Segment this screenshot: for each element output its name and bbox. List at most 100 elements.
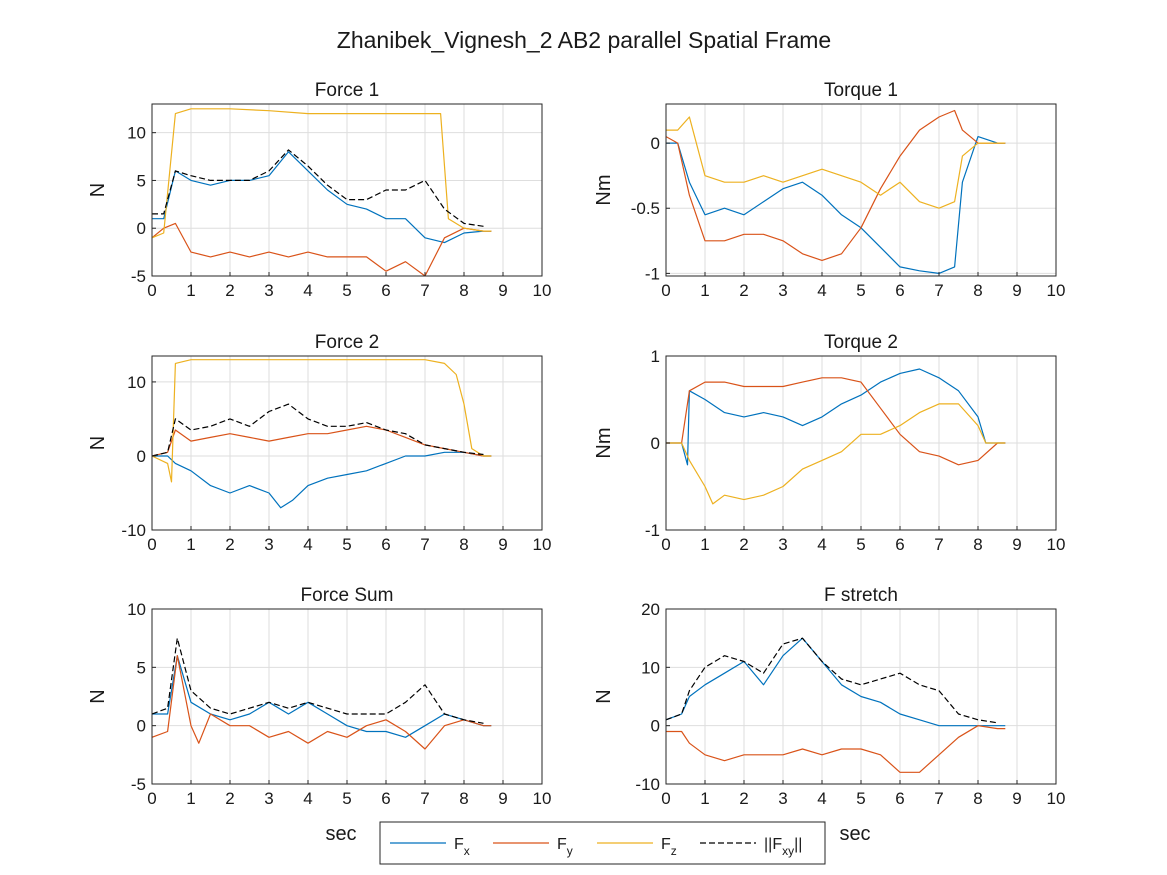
subplot-title: Force Sum xyxy=(301,585,394,606)
x-tick-label: 8 xyxy=(459,789,468,808)
x-tick-label: 7 xyxy=(934,535,943,554)
y-tick-label: 10 xyxy=(127,600,146,619)
subplot-title: Force 2 xyxy=(315,332,379,353)
x-tick-label: 4 xyxy=(303,535,312,554)
legend-label-fy: Fy xyxy=(557,836,573,858)
series-line-fz xyxy=(666,403,1006,505)
x-tick-label: 8 xyxy=(459,281,468,300)
x-tick-label: 7 xyxy=(420,535,429,554)
x-tick-label: 0 xyxy=(661,789,670,808)
y-tick-label: 0 xyxy=(137,219,146,238)
y-tick-label: 20 xyxy=(641,600,660,619)
x-tick-label: 5 xyxy=(342,535,351,554)
y-tick-label: 0 xyxy=(137,447,146,466)
series-line-fy xyxy=(152,222,492,276)
x-tick-label: 6 xyxy=(381,281,390,300)
series-line-fx xyxy=(152,151,492,244)
series-line-fx xyxy=(666,368,1006,466)
legend-label-fx: Fx xyxy=(454,836,470,858)
x-tick-label: 10 xyxy=(533,281,552,300)
y-tick-label: 10 xyxy=(127,373,146,392)
x-tick-label: 0 xyxy=(147,281,156,300)
x-tick-label: 4 xyxy=(817,281,826,300)
x-tick-label: 5 xyxy=(856,789,865,808)
x-tick-label: 7 xyxy=(934,789,943,808)
x-tick-label: 8 xyxy=(973,535,982,554)
y-axis-label: Nm xyxy=(593,174,615,205)
y-tick-label: 10 xyxy=(641,658,660,677)
series-line-fz xyxy=(152,108,492,239)
legend: Fx Fy Fz ||Fxy|| xyxy=(379,821,826,865)
series-line-fy xyxy=(666,109,1006,261)
x-tick-label: 2 xyxy=(739,535,748,554)
x-tick-label: 10 xyxy=(1047,789,1066,808)
x-tick-label: 1 xyxy=(186,281,195,300)
y-axis-label: N xyxy=(593,689,615,703)
y-tick-label: -10 xyxy=(121,521,146,540)
x-tick-label: 7 xyxy=(420,789,429,808)
x-tick-label: 1 xyxy=(700,789,709,808)
x-tick-label: 6 xyxy=(381,789,390,808)
x-tick-label: 3 xyxy=(264,535,273,554)
x-axis-label: sec xyxy=(839,823,870,845)
x-tick-label: 10 xyxy=(533,535,552,554)
y-tick-label: 0 xyxy=(651,434,660,453)
legend-label-fz: Fz xyxy=(661,836,677,858)
series-line-fz xyxy=(152,359,492,483)
y-tick-label: 10 xyxy=(127,124,146,143)
series-line-fx xyxy=(666,136,1006,274)
x-tick-label: 2 xyxy=(225,789,234,808)
y-tick-label: -1 xyxy=(645,264,660,283)
x-tick-label: 1 xyxy=(186,789,195,808)
x-tick-label: 6 xyxy=(895,789,904,808)
x-tick-label: 4 xyxy=(817,535,826,554)
x-axis-label: sec xyxy=(325,823,356,845)
x-tick-label: 0 xyxy=(661,281,670,300)
x-tick-label: 0 xyxy=(147,535,156,554)
x-tick-label: 10 xyxy=(1047,535,1066,554)
series-line-fxy xyxy=(666,637,998,724)
x-tick-label: 1 xyxy=(186,535,195,554)
x-tick-label: 4 xyxy=(303,789,312,808)
x-tick-label: 0 xyxy=(661,535,670,554)
x-tick-label: 9 xyxy=(498,789,507,808)
x-tick-label: 1 xyxy=(700,281,709,300)
y-tick-label: -1 xyxy=(645,521,660,540)
x-tick-label: 7 xyxy=(934,281,943,300)
x-tick-label: 3 xyxy=(264,281,273,300)
x-tick-label: 9 xyxy=(1012,789,1021,808)
series-line-fx xyxy=(666,637,1006,727)
subplot-2: 0 1 2 3 4 5 6 7 8 9 10 -1 -0.5 0 Torque 1 Nm xyxy=(593,80,1065,300)
series-group xyxy=(666,637,1006,773)
x-tick-label: 4 xyxy=(303,281,312,300)
x-tick-label: 3 xyxy=(778,535,787,554)
series-line-fy xyxy=(152,425,492,457)
series-line-fxy xyxy=(152,403,484,457)
subplot-title: Force 1 xyxy=(315,80,379,101)
y-tick-label: 0 xyxy=(137,717,146,736)
y-tick-label: 1 xyxy=(651,347,660,366)
series-line-fxy xyxy=(152,149,484,227)
x-tick-label: 9 xyxy=(1012,535,1021,554)
y-tick-label: 5 xyxy=(137,171,146,190)
x-tick-label: 3 xyxy=(778,789,787,808)
y-tick-label: -5 xyxy=(131,775,146,794)
x-tick-label: 6 xyxy=(895,535,904,554)
y-tick-label: 5 xyxy=(137,658,146,677)
x-tick-label: 7 xyxy=(420,281,429,300)
subplot-title: F stretch xyxy=(824,585,898,606)
subplot-title: Torque 2 xyxy=(824,332,898,353)
x-tick-label: 8 xyxy=(973,281,982,300)
x-tick-label: 5 xyxy=(342,789,351,808)
series-line-fy xyxy=(152,655,492,750)
x-tick-label: 2 xyxy=(739,789,748,808)
x-tick-label: 10 xyxy=(1047,281,1066,300)
series-group xyxy=(666,368,1006,505)
x-tick-label: 3 xyxy=(778,281,787,300)
x-tick-label: 9 xyxy=(1012,281,1021,300)
